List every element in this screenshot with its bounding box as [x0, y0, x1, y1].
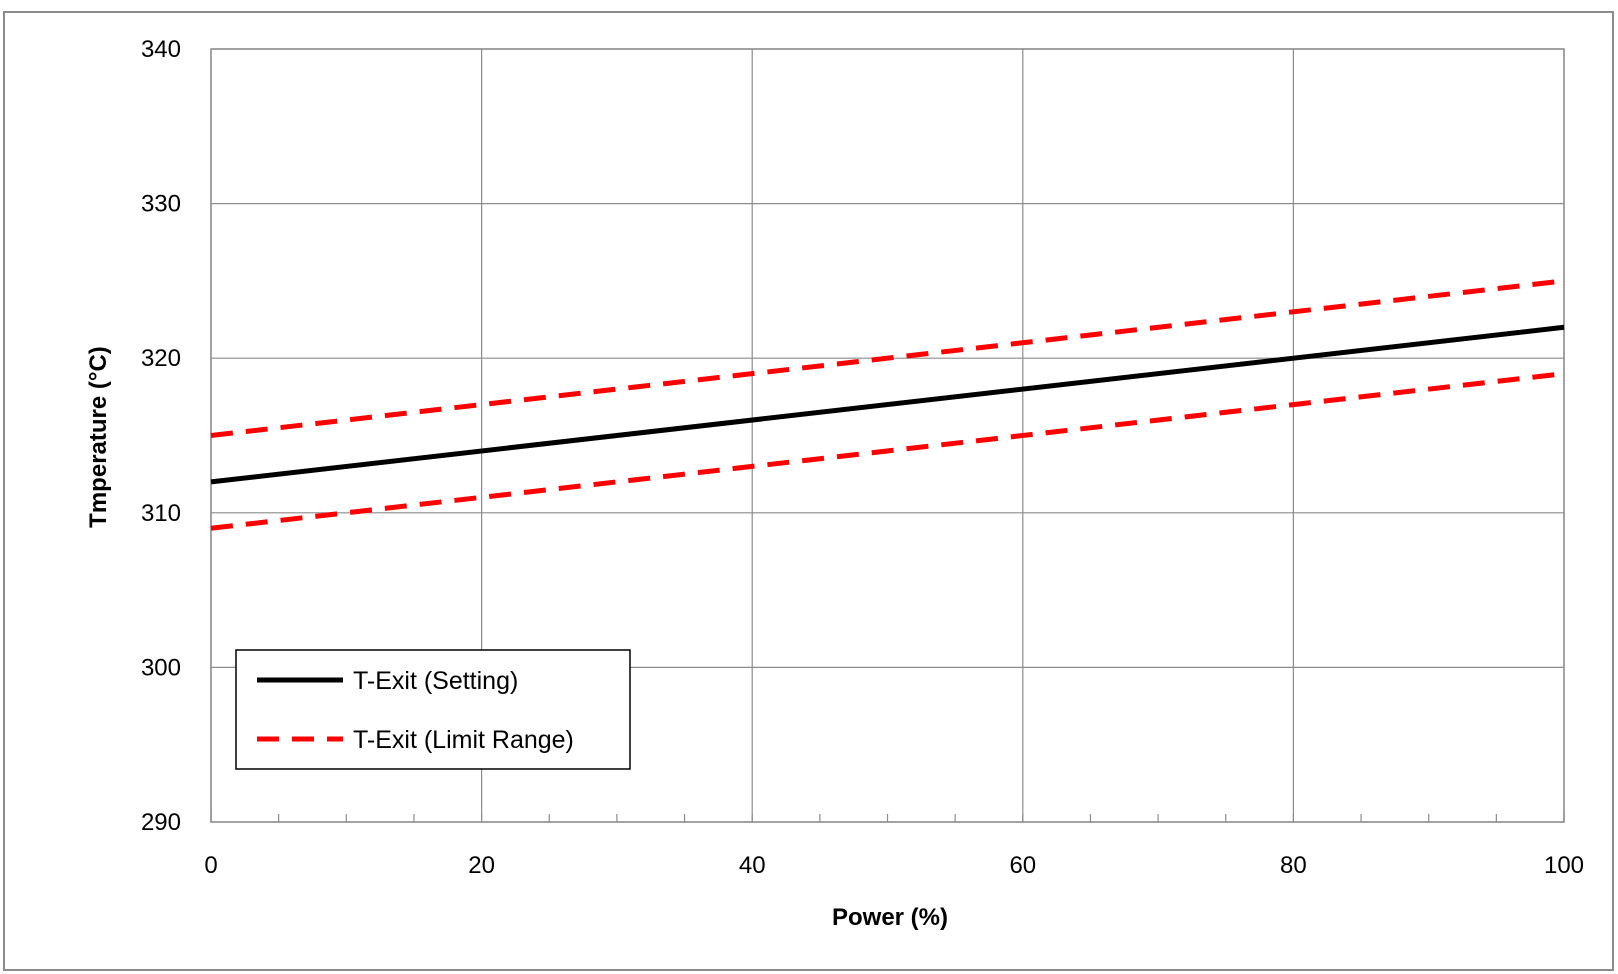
x-axis-title: Power (%) [832, 904, 948, 931]
y-tick-labels: 290 300 310 320 330 340 [141, 36, 181, 836]
y-tick-label: 320 [141, 345, 181, 372]
legend-label-setting: T-Exit (Setting) [353, 667, 518, 695]
x-minor-ticks [210, 814, 1565, 822]
y-tick-label: 300 [141, 654, 181, 681]
x-tick-label: 80 [1280, 852, 1307, 879]
y-tick-label: 290 [141, 809, 181, 836]
limit-range-line [210, 371, 1565, 531]
y-tick-label: 310 [141, 500, 181, 527]
legend-label-limit: T-Exit (Limit Range) [353, 726, 574, 754]
y-axis-title: Tmperature (°C) [85, 346, 112, 528]
legend-box [235, 649, 631, 770]
x-tick-labels: 0 20 40 60 80 100 [204, 852, 1584, 879]
legend: T-Exit (Setting) T-Exit (Limit Range) [235, 649, 631, 770]
setting-line [210, 324, 1565, 485]
x-tick-label: 0 [204, 852, 217, 879]
y-tick-label: 330 [141, 191, 181, 218]
x-tick-label: 100 [1544, 852, 1584, 879]
x-tick-label: 20 [468, 852, 495, 879]
y-tick-label: 340 [141, 36, 181, 63]
series-lines [210, 278, 1565, 531]
chart-frame [3, 11, 1614, 971]
x-tick-label: 40 [739, 852, 766, 879]
x-tick-label: 60 [1009, 852, 1036, 879]
limit-range-line [210, 278, 1565, 438]
